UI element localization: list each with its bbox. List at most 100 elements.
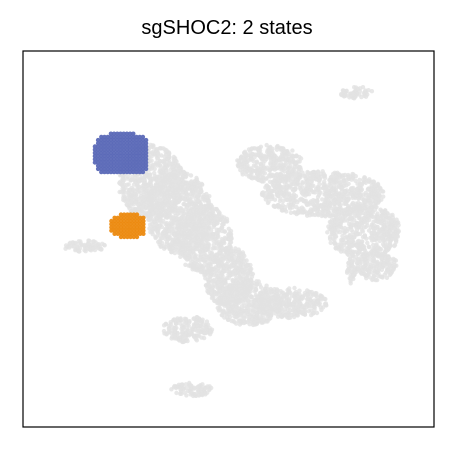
background-cell-point (341, 173, 346, 178)
background-cell-point (286, 151, 292, 156)
background-cell-point (182, 187, 187, 192)
background-cell-point (129, 193, 134, 198)
background-cell-point (143, 174, 149, 179)
background-cell-point (125, 202, 130, 208)
background-cell-point (165, 191, 170, 196)
background-cell-point (290, 148, 295, 153)
background-cell-point (349, 177, 354, 182)
background-cell-point (315, 198, 320, 204)
background-cell-point (166, 234, 171, 239)
background-cell-point (121, 197, 126, 203)
background-cell-point (345, 236, 351, 241)
background-cell-point (213, 268, 218, 274)
background-cell-point (348, 223, 353, 228)
background-cell-point (392, 224, 397, 230)
background-cell-point (249, 271, 254, 277)
background-cell-point (304, 187, 309, 192)
background-cell-point (333, 173, 338, 179)
background-cell-point (150, 225, 155, 231)
background-cell-point (148, 222, 153, 227)
background-cell-point (339, 237, 344, 243)
background-cell-point (373, 186, 378, 191)
background-cell-point (194, 206, 199, 211)
background-cell-point (359, 242, 364, 247)
background-cell-point (327, 193, 332, 199)
background-cell-point (125, 174, 131, 179)
background-cell-point (257, 299, 262, 304)
background-cell-point (348, 206, 353, 212)
background-cell-point (282, 180, 287, 185)
background-cell-point (161, 195, 167, 201)
background-cell-point (318, 293, 323, 298)
background-cell-point (282, 193, 287, 198)
background-cell-point (166, 186, 171, 192)
background-cell-point (311, 303, 316, 309)
background-cell-point (352, 234, 357, 240)
background-cell-point (367, 244, 372, 250)
background-cell-point (294, 296, 300, 302)
background-cell-point (371, 230, 377, 236)
background-cell-point (261, 190, 266, 195)
background-cell-point (125, 182, 130, 187)
background-cell-point (385, 247, 390, 253)
background-cell-point (226, 226, 231, 231)
background-cell-point (170, 187, 175, 192)
background-cell-point (219, 257, 224, 262)
background-cell-point (384, 275, 390, 280)
background-cell-point (258, 161, 263, 167)
background-cell-point (154, 204, 159, 209)
background-cell-point (133, 196, 139, 201)
background-cell-point (318, 203, 323, 208)
background-cell-point (346, 249, 352, 254)
background-cell-point (175, 185, 180, 190)
background-cell-point (384, 229, 389, 235)
background-cell-point (301, 198, 306, 204)
background-cell-point (319, 174, 324, 179)
background-cell-point (141, 178, 147, 183)
background-cell-point (202, 206, 207, 212)
background-cell-point (304, 202, 310, 208)
background-cell-point (289, 172, 295, 177)
background-cell-point (208, 236, 213, 241)
background-cell-point (242, 278, 247, 284)
background-cell-point (331, 226, 336, 232)
background-cell-point (135, 184, 140, 189)
background-cell-point (330, 231, 335, 236)
background-cell-point (266, 151, 272, 156)
background-cell-point (240, 282, 246, 288)
background-cell-point (179, 251, 184, 256)
background-cell-point (256, 303, 261, 309)
background-cell-point (181, 169, 186, 175)
background-cell-point (213, 265, 218, 270)
background-cell-point (220, 239, 225, 244)
background-cell-point (211, 242, 216, 248)
background-cell-point (349, 191, 354, 196)
background-cell-point (229, 252, 234, 258)
background-cell-point (383, 243, 389, 249)
background-cell-point (157, 223, 163, 228)
background-cell-point (234, 275, 239, 280)
background-cell-point (328, 178, 333, 183)
background-cell-point (252, 299, 257, 304)
background-cell-point (127, 187, 132, 193)
background-cell-point (295, 209, 301, 214)
background-cell-point (188, 253, 193, 258)
background-cell-point (121, 187, 127, 192)
background-cell-point (328, 213, 334, 218)
background-cell-point (350, 229, 355, 235)
background-cell-point (294, 153, 299, 159)
background-cell-point (191, 237, 197, 242)
background-cell-point (290, 195, 295, 200)
background-cell-point (211, 278, 217, 284)
background-cell-point (228, 314, 233, 320)
background-cell-point (204, 244, 209, 249)
background-cell-point (176, 235, 182, 240)
background-cell-point (175, 163, 180, 169)
background-cell-point (368, 211, 373, 216)
background-cell-point (194, 175, 199, 181)
background-cell-point (342, 209, 347, 214)
background-cell-point (153, 213, 158, 219)
background-cell-point (289, 302, 295, 307)
background-cell-point (205, 289, 210, 294)
background-cell-point (361, 253, 367, 258)
